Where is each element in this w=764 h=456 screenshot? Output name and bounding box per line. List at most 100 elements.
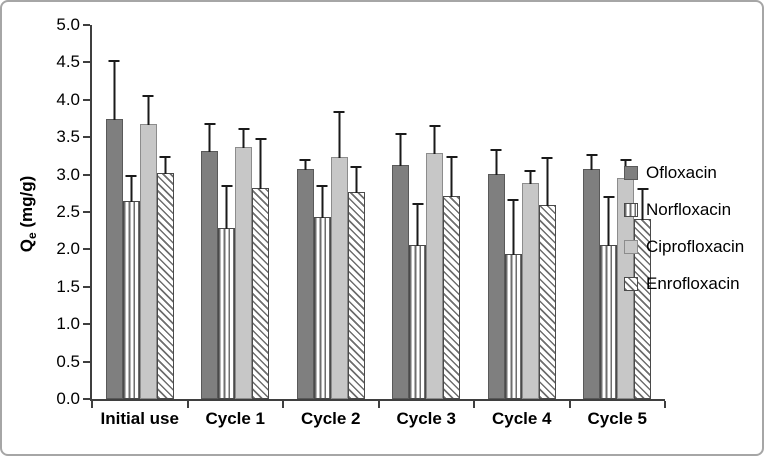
x-tick-mark: [473, 401, 475, 408]
bar: [634, 187, 652, 399]
bar: [443, 156, 461, 399]
legend-label: Enrofloxacin: [646, 273, 740, 293]
y-tick-mark: [83, 173, 90, 176]
x-tick-mark: [568, 401, 571, 408]
bar-group: [188, 25, 284, 399]
y-tick-mark: [83, 136, 90, 139]
bar: [426, 124, 444, 399]
plot-area: 5.0 4.5 4.0 3.5 3.0 2.5 2.0 1.5 1.0 0.5 0.0 Initial…: [56, 15, 666, 428]
error-bar: [446, 156, 458, 198]
x-category-label: Cycle 4: [491, 409, 552, 428]
error-bar: [108, 59, 120, 120]
bar-group: [379, 25, 475, 399]
bar: [392, 132, 410, 399]
y-tick-mark: [83, 24, 90, 26]
bar: [122, 174, 140, 399]
y-tick-label: 2.5: [56, 202, 80, 221]
error-bar: [507, 198, 519, 255]
legend: Ofloxacin Norfloxacin Ciprofloxacin Enroflo…: [624, 162, 744, 310]
x-category-label: Initial use: [100, 409, 179, 428]
error-bar: [586, 153, 598, 171]
norfloxacin-swatch-icon: [624, 202, 638, 217]
y-tick-label: 3.0: [56, 164, 80, 184]
ofloxacin-swatch-icon: [624, 165, 638, 180]
x-tick-mark: [91, 401, 93, 408]
bar: [313, 185, 331, 399]
y-tick-mark: [83, 360, 90, 363]
y-tick-mark: [83, 61, 90, 64]
legend-label: Norfloxacin: [646, 199, 732, 219]
bar: [347, 165, 365, 399]
y-tick-mark: [83, 211, 90, 213]
y-axis-title-subscript: e: [25, 232, 40, 240]
error-bar: [299, 159, 311, 171]
bar-group: [283, 25, 379, 399]
error-bar: [125, 174, 137, 202]
error-bar: [221, 184, 233, 230]
bar: [235, 127, 253, 399]
y-tick-mark: [83, 98, 90, 101]
error-bar: [159, 156, 171, 175]
x-category-label: Cycle 1: [205, 409, 266, 428]
y-tick-label: 4.5: [56, 52, 80, 72]
bar: [201, 123, 219, 399]
bar-group: [92, 25, 188, 399]
enrofloxacin-swatch-icon: [624, 276, 638, 291]
error-bar: [142, 94, 154, 125]
x-tick-mark: [282, 401, 284, 408]
x-category-label: Cycle 3: [396, 409, 457, 428]
x-tick-mark: [186, 401, 189, 408]
x-category-label: Cycle 2: [300, 409, 361, 428]
bar: [583, 153, 601, 399]
y-tick-mark: [83, 248, 90, 251]
y-tick-mark: [83, 285, 90, 288]
bar: [330, 111, 348, 399]
legend-item: Norfloxacin: [624, 199, 744, 220]
legend-label: Ofloxacin: [646, 162, 717, 182]
error-bar: [255, 138, 267, 189]
legend-item: Ciprofloxacin: [624, 236, 744, 257]
bar: [139, 94, 157, 399]
ciprofloxacin-swatch-icon: [624, 239, 638, 254]
error-bar: [429, 124, 441, 155]
error-bar: [333, 111, 345, 159]
error-bar: [412, 203, 424, 246]
bar: [218, 184, 236, 399]
y-tick-label: 5.0: [56, 15, 80, 34]
y-tick-label: 3.5: [56, 127, 80, 147]
y-tick-mark: [83, 398, 90, 400]
bar: [538, 156, 556, 399]
error-bar: [350, 165, 362, 193]
bar: [252, 138, 270, 399]
y-tick-label: 0.5: [56, 351, 80, 371]
x-category-label: Cycle 5: [587, 409, 648, 428]
legend-item: Ofloxacin: [624, 162, 744, 183]
bar: [156, 156, 174, 399]
error-bar: [541, 156, 553, 206]
error-bar: [204, 123, 216, 153]
x-tick-mark: [664, 401, 666, 408]
x-tick-mark: [377, 401, 380, 408]
y-tick-label: 1.0: [56, 314, 80, 334]
error-bar: [637, 187, 649, 221]
bar: [487, 148, 505, 399]
error-bar: [490, 148, 502, 176]
bar: [296, 159, 314, 399]
bar-group: [474, 25, 570, 399]
bar: [504, 198, 522, 399]
error-bar: [395, 132, 407, 166]
error-bar: [238, 127, 250, 149]
legend-label: Ciprofloxacin: [646, 236, 745, 256]
y-tick-label: 1.5: [56, 276, 80, 296]
y-tick-label: 0.0: [56, 389, 80, 408]
bar: [521, 170, 539, 399]
y-tick-label: 4.0: [56, 89, 80, 109]
bar: [600, 195, 618, 399]
y-tick-label: 2.0: [56, 239, 80, 259]
error-bar: [524, 170, 536, 185]
bar: [105, 59, 123, 399]
error-bar: [603, 195, 615, 247]
legend-item: Enrofloxacin: [624, 273, 744, 294]
bar: [409, 203, 427, 399]
